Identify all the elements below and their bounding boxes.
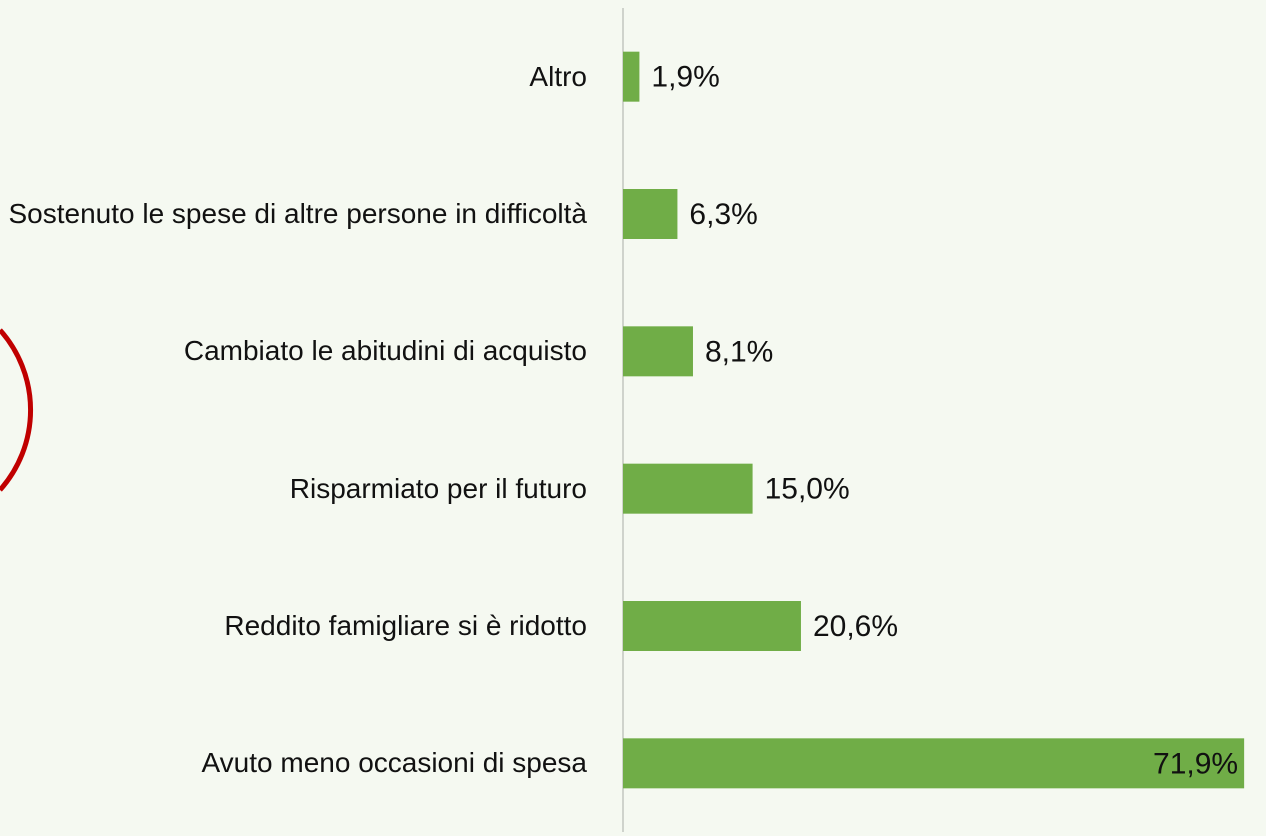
category-label-box: Altro xyxy=(529,57,587,97)
bar xyxy=(623,326,693,377)
category-label-box: Sostenuto le spese di altre persone in d… xyxy=(8,194,587,234)
bar xyxy=(623,738,1245,789)
category-label-box: Avuto meno occasioni di spesa xyxy=(202,743,588,783)
decor-arc xyxy=(0,328,34,492)
category-label-box: Cambiato le abitudini di acquisto xyxy=(184,331,587,371)
value-label: 71,9% xyxy=(1153,747,1238,780)
category-label-box: Risparmiato per il futuro xyxy=(290,469,587,509)
category-label: Altro xyxy=(529,60,587,92)
category-label: Avuto meno occasioni di spesa xyxy=(201,747,588,779)
value-label: 1,9% xyxy=(651,61,719,94)
value-label: 15,0% xyxy=(765,473,850,506)
category-label-box: Reddito famigliare si è ridotto xyxy=(224,606,587,646)
bar xyxy=(623,463,753,514)
category-label: Risparmiato per il futuro xyxy=(289,472,587,504)
category-label: Sostenuto le spese di altre persone in d… xyxy=(8,198,587,229)
value-label: 20,6% xyxy=(813,610,898,643)
value-label: 8,1% xyxy=(705,335,773,368)
bar xyxy=(623,189,678,239)
category-label: Reddito famigliare si è ridotto xyxy=(224,610,587,641)
category-label: Cambiato le abitudini di acquisto xyxy=(183,335,587,367)
bar xyxy=(623,601,801,651)
value-label: 6,3% xyxy=(689,198,757,231)
bar xyxy=(623,51,640,102)
